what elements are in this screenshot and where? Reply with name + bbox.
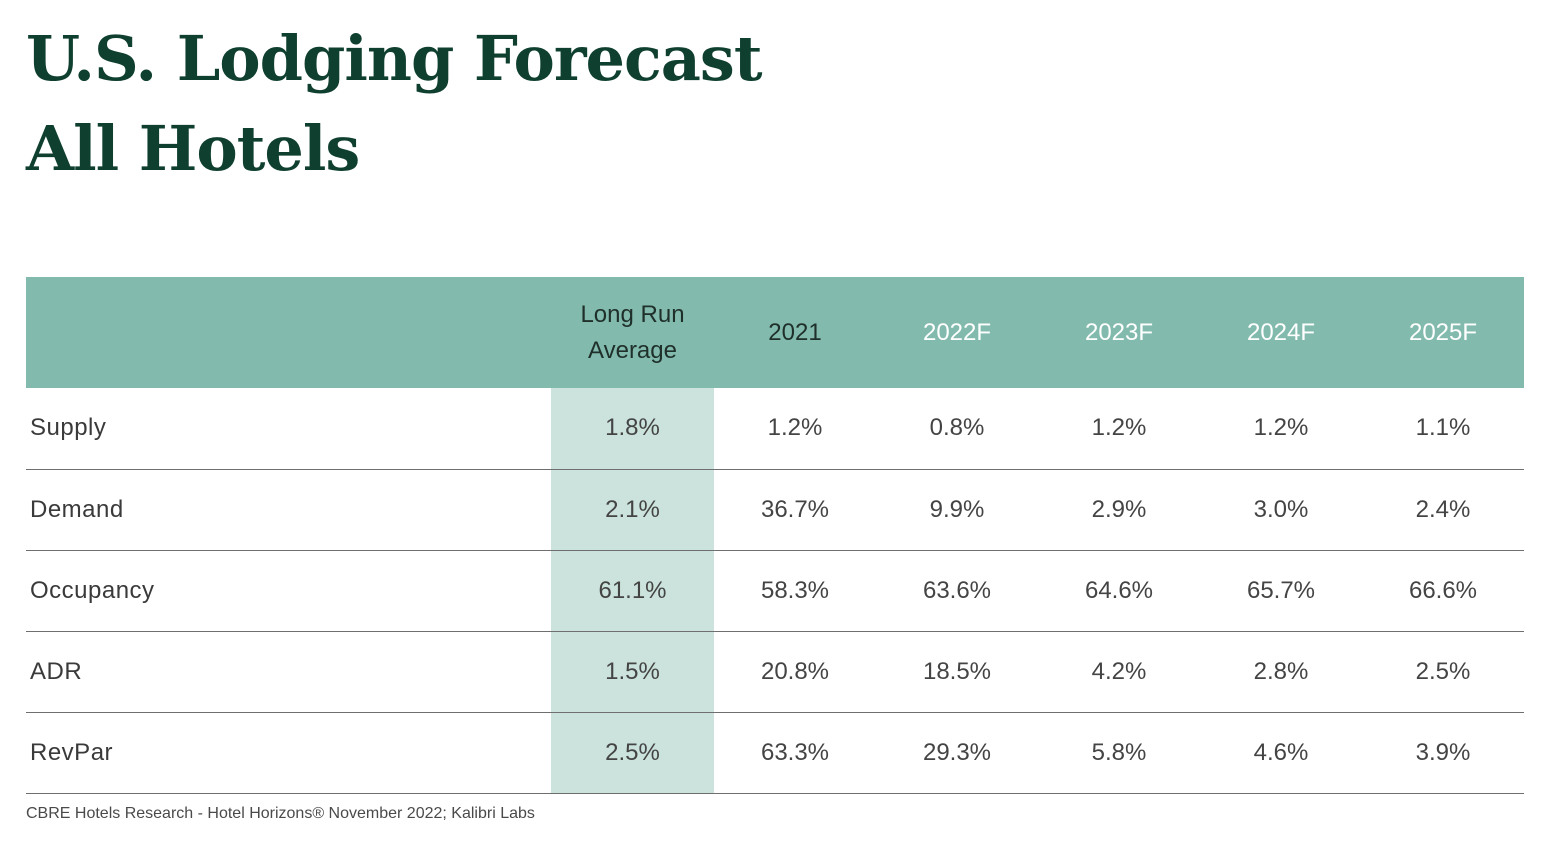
table-row-adr: ADR 1.5% 20.8% 18.5% 4.2% 2.8% 2.5% bbox=[26, 631, 1524, 712]
header-long-run-average: Long Run Average bbox=[551, 277, 714, 388]
table-cell: 61.1% bbox=[551, 550, 714, 631]
table-cell: 1.2% bbox=[1253, 414, 1309, 442]
table-cell: 2.8% bbox=[1253, 657, 1309, 685]
table-cell: 9.9% bbox=[929, 495, 985, 523]
table-cell: 29.3% bbox=[922, 738, 992, 766]
table-header: Long Run Average 2021 2022F 2023F 2024F … bbox=[26, 277, 1524, 388]
table-body: Supply 1.8% 1.2% 0.8% 1.2% 1.2% 1.1% Demand 2.1%… bbox=[26, 388, 1524, 793]
table-cell: 4.6% bbox=[1253, 738, 1309, 766]
table-cell: 3.0% bbox=[1253, 495, 1309, 523]
header-2023f: 2023F bbox=[1084, 318, 1154, 346]
table-row-demand: Demand 2.1% 36.7% 9.9% 2.9% 3.0% 2.4% bbox=[26, 469, 1524, 550]
row-label: Demand bbox=[30, 495, 124, 523]
header-long-run-line-1: Long Run bbox=[580, 300, 685, 328]
table-cell: 4.2% bbox=[1091, 657, 1147, 685]
source-note: CBRE Hotels Research - Hotel Horizons® N… bbox=[26, 805, 535, 822]
table-cell: 63.3% bbox=[760, 738, 830, 766]
table-cell: 66.6% bbox=[1408, 576, 1478, 604]
table-cell: 3.9% bbox=[1415, 738, 1471, 766]
row-label: RevPar bbox=[30, 738, 114, 766]
row-label: Supply bbox=[30, 414, 107, 442]
table-cell: 2.4% bbox=[1415, 495, 1471, 523]
forecast-table-container: Long Run Average 2021 2022F 2023F 2024F … bbox=[26, 277, 1524, 794]
header-2024f: 2024F bbox=[1246, 318, 1316, 346]
forecast-table: Long Run Average 2021 2022F 2023F 2024F … bbox=[26, 277, 1524, 794]
table-cell: 64.6% bbox=[1084, 576, 1154, 604]
table-cell: 1.5% bbox=[551, 631, 714, 712]
header-metric bbox=[26, 277, 551, 388]
header-2025f: 2025F bbox=[1408, 318, 1478, 346]
table-cell: 36.7% bbox=[760, 495, 830, 523]
row-label: Occupancy bbox=[30, 576, 155, 604]
table-cell: 2.9% bbox=[1091, 495, 1147, 523]
table-cell: 5.8% bbox=[1091, 738, 1147, 766]
table-cell: 1.8% bbox=[551, 388, 714, 469]
table-cell: 1.1% bbox=[1415, 414, 1471, 442]
header-2022f: 2022F bbox=[922, 318, 992, 346]
header-long-run-line-2: Average bbox=[588, 336, 677, 364]
table-cell: 0.8% bbox=[929, 414, 985, 442]
table-cell: 58.3% bbox=[760, 576, 830, 604]
table-cell: 20.8% bbox=[760, 657, 830, 685]
title-line-2: All Hotels bbox=[26, 112, 360, 185]
table-cell: 1.2% bbox=[767, 414, 823, 442]
row-label: ADR bbox=[30, 657, 83, 685]
table-cell: 65.7% bbox=[1246, 576, 1316, 604]
table-cell: 2.1% bbox=[551, 469, 714, 550]
header-row: Long Run Average 2021 2022F 2023F 2024F … bbox=[26, 277, 1524, 388]
title-line-1: U.S. Lodging Forecast bbox=[26, 22, 762, 95]
table-row-revpar: RevPar 2.5% 63.3% 29.3% 5.8% 4.6% 3.9% bbox=[26, 712, 1524, 793]
header-2021: 2021 bbox=[768, 318, 822, 346]
table-cell: 2.5% bbox=[1415, 657, 1471, 685]
page-title: U.S. Lodging Forecast All Hotels bbox=[26, 14, 762, 194]
table-row-occupancy: Occupancy 61.1% 58.3% 63.6% 64.6% 65.7% 66.6% bbox=[26, 550, 1524, 631]
table-row-supply: Supply 1.8% 1.2% 0.8% 1.2% 1.2% 1.1% bbox=[26, 388, 1524, 469]
table-cell: 63.6% bbox=[922, 576, 992, 604]
table-cell: 18.5% bbox=[922, 657, 992, 685]
table-cell: 1.2% bbox=[1091, 414, 1147, 442]
table-cell: 2.5% bbox=[551, 712, 714, 793]
